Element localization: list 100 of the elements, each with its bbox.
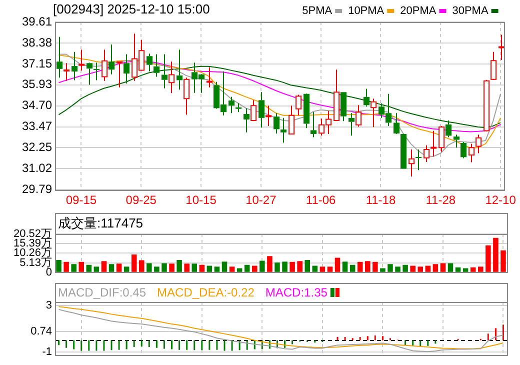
bar <box>493 238 498 272</box>
candlestick <box>124 54 130 84</box>
bar <box>146 263 152 272</box>
bar <box>86 264 92 272</box>
bar <box>425 266 431 272</box>
bar <box>500 250 506 272</box>
legend-label: 5PMA <box>302 5 333 18</box>
bar <box>124 266 130 272</box>
candlestick <box>416 148 422 171</box>
bar <box>138 260 144 272</box>
x-tick-label: 10-15 <box>186 193 217 208</box>
x-tick-label: 11-18 <box>366 193 396 208</box>
y-tick-label: 38.38 <box>22 35 52 50</box>
legend-label: MACD:1.35 <box>265 285 328 300</box>
bar <box>418 266 424 272</box>
y-tick-label: 37.15 <box>22 56 52 70</box>
bar <box>78 262 84 272</box>
legend-label: 20PMA <box>400 5 437 18</box>
y-tick-label: 5.13万 <box>20 256 52 269</box>
bar <box>342 262 348 272</box>
chart-title: [002943] 2025-12-10 15:00 <box>53 2 210 17</box>
bar <box>214 266 220 272</box>
candlestick <box>446 120 452 138</box>
bar <box>290 262 295 272</box>
bar <box>184 264 190 272</box>
bar <box>94 266 100 272</box>
candlestick <box>258 92 264 128</box>
candlestick <box>348 112 354 136</box>
bar <box>448 263 454 272</box>
bar <box>440 263 446 272</box>
candlestick <box>146 53 152 72</box>
candlestick <box>108 44 114 75</box>
bar <box>455 267 461 272</box>
bar <box>274 262 280 272</box>
bar <box>380 268 386 272</box>
bar <box>478 266 484 272</box>
bar <box>267 256 272 272</box>
candlestick <box>176 49 182 90</box>
bar <box>64 262 69 272</box>
bar <box>432 264 438 272</box>
x-tick-label: 09-15 <box>66 193 97 208</box>
bar <box>56 260 62 272</box>
bar <box>312 266 318 272</box>
bar <box>116 264 122 272</box>
bar <box>71 264 76 272</box>
bar <box>402 264 408 272</box>
candlestick <box>454 134 460 148</box>
bar <box>199 264 205 272</box>
bar <box>304 260 310 272</box>
bar <box>260 260 265 272</box>
series-label: MACD_DEA:-0.22 <box>157 285 255 300</box>
candlestick <box>94 62 100 81</box>
candlestick <box>56 36 62 78</box>
bar <box>101 261 107 272</box>
bar <box>236 268 242 272</box>
bar <box>410 266 416 272</box>
y-tick-label: 3 <box>46 300 52 312</box>
bar <box>282 262 288 272</box>
x-tick-label: 10-27 <box>246 193 277 208</box>
bar <box>244 264 250 272</box>
legend-label: 30PMA <box>452 5 489 18</box>
x-tick-label: 11-28 <box>426 193 456 208</box>
candlestick <box>244 108 250 133</box>
bar <box>364 261 370 272</box>
y-tick-label: 31.02 <box>22 160 52 175</box>
candlestick <box>162 54 168 89</box>
bar <box>154 266 160 272</box>
bar <box>229 266 235 272</box>
bar <box>206 266 212 272</box>
y-tick-label: -1 <box>42 346 52 358</box>
candlestick <box>154 54 160 78</box>
series-label: MACD_DIF:0.45 <box>58 285 146 300</box>
y-tick-label: 34.70 <box>22 98 52 112</box>
bar <box>252 266 258 272</box>
candlestick <box>460 141 466 159</box>
y-tick-label: 35.93 <box>22 77 52 92</box>
candlestick <box>394 112 400 134</box>
y-tick-label: 29.79 <box>22 182 52 196</box>
candlestick <box>280 117 286 144</box>
x-tick-label: 11-06 <box>306 193 336 208</box>
bar <box>192 264 198 272</box>
bar <box>108 264 114 272</box>
candlestick <box>304 94 310 129</box>
bar <box>222 262 228 272</box>
bar <box>327 266 333 272</box>
legend-label: 10PMA <box>348 5 385 18</box>
bar <box>169 264 174 272</box>
bar <box>334 258 340 272</box>
bar <box>486 245 491 272</box>
y-tick-label: 32.25 <box>22 140 52 154</box>
candlestick <box>228 96 234 114</box>
candlestick <box>72 51 78 81</box>
bar <box>350 264 356 272</box>
bar <box>162 263 167 272</box>
y-tick-label: 39.61 <box>22 14 52 28</box>
bar <box>176 260 182 272</box>
candlestick <box>310 112 316 138</box>
bar <box>388 264 393 272</box>
y-tick-label: 0.74 <box>30 326 52 338</box>
candlestick <box>236 102 242 113</box>
